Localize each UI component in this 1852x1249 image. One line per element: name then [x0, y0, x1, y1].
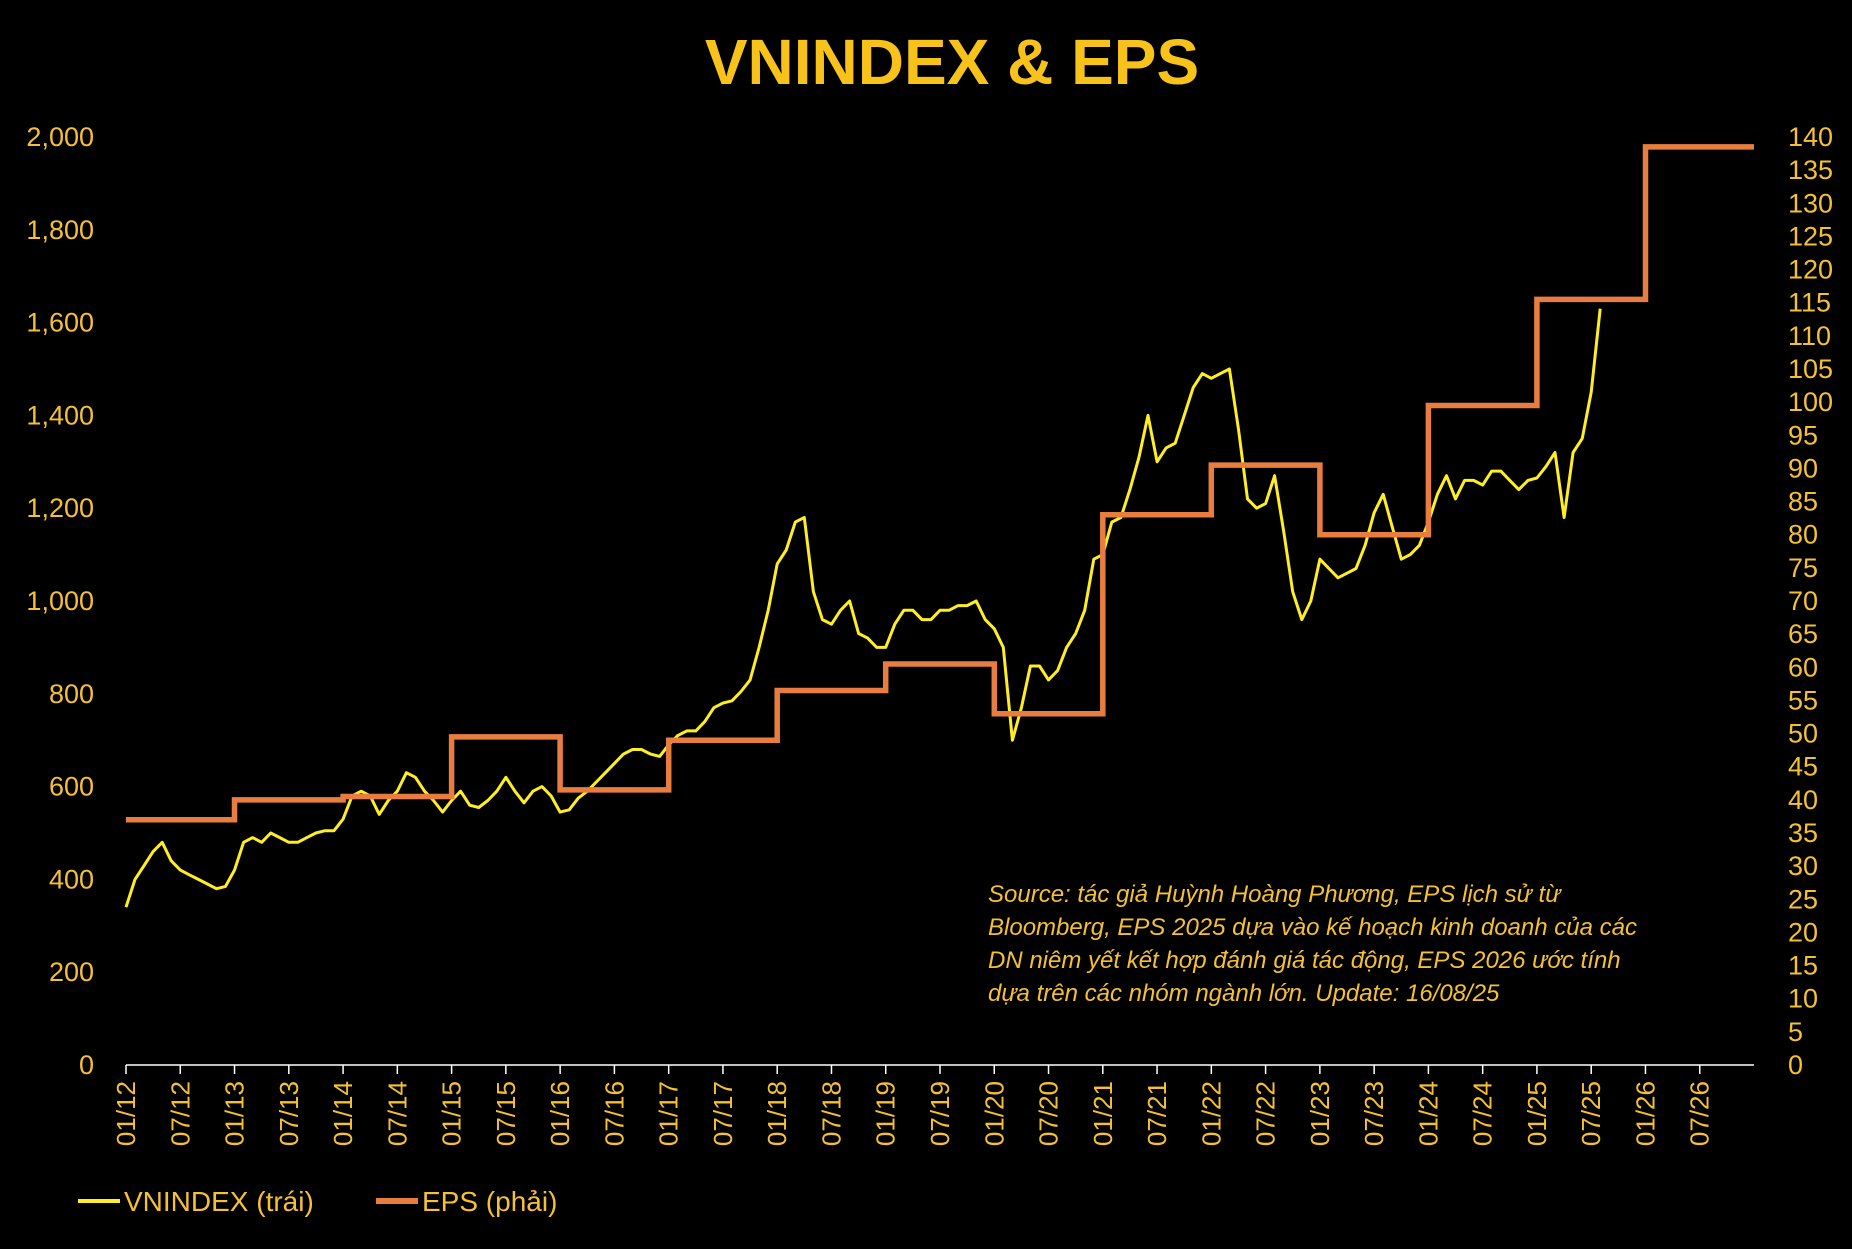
source-note: Source: tác giả Huỳnh Hoàng Phương, EPS …: [988, 881, 1637, 1007]
x-tick-label: 01/21: [1088, 1081, 1118, 1146]
y-left-tick-label: 800: [49, 679, 94, 709]
y-right-tick-label: 100: [1788, 387, 1833, 417]
y-left-tick-label: 600: [49, 772, 94, 802]
x-tick-label: 01/24: [1413, 1081, 1443, 1146]
y-left-tick-label: 1,800: [26, 215, 94, 245]
x-tick-label: 07/16: [599, 1081, 629, 1146]
y-left-tick-label: 1,400: [26, 400, 94, 430]
y-right-tick-label: 25: [1788, 884, 1818, 914]
y-right-tick-label: 130: [1788, 188, 1833, 218]
legend-label: VNINDEX (trái): [124, 1186, 314, 1217]
x-tick-label: 07/14: [382, 1081, 412, 1146]
eps-series-line: [126, 144, 1754, 823]
x-tick-label: 01/14: [328, 1081, 358, 1146]
y-right-tick-label: 20: [1788, 917, 1818, 947]
y-right-tick-label: 125: [1788, 221, 1833, 251]
y-right-tick-label: 120: [1788, 255, 1833, 285]
x-tick-label: 07/17: [708, 1081, 738, 1146]
y-right-tick-label: 70: [1788, 586, 1818, 616]
y-right-tick-label: 60: [1788, 652, 1818, 682]
y-right-tick-label: 95: [1788, 420, 1818, 450]
x-tick-label: 01/25: [1522, 1081, 1552, 1146]
x-tick-label: 01/12: [111, 1081, 141, 1146]
y-left-tick-label: 1,600: [26, 308, 94, 338]
y-right-tick-label: 135: [1788, 155, 1833, 185]
x-tick-label: 07/24: [1468, 1081, 1498, 1146]
y-left-tick-label: 200: [49, 957, 94, 987]
y-right-tick-label: 90: [1788, 453, 1818, 483]
y-right-tick-label: 15: [1788, 951, 1818, 981]
x-tick-label: 01/23: [1305, 1081, 1335, 1146]
y-left-tick-label: 400: [49, 864, 94, 894]
y-left-tick-label: 1,000: [26, 586, 94, 616]
x-tick-label: 07/20: [1034, 1081, 1064, 1146]
x-tick-label: 01/16: [545, 1081, 575, 1146]
x-tick-label: 07/26: [1685, 1081, 1715, 1146]
x-tick-label: 07/15: [491, 1081, 521, 1146]
x-tick-label: 01/13: [220, 1081, 250, 1146]
plot-area: 01/12 07/12 01/13 07/13 01/14 07/14 01/15 07/15…: [26, 122, 1833, 1146]
y-right-tick-label: 45: [1788, 752, 1818, 782]
x-tick-label: 01/19: [871, 1081, 901, 1146]
x-tick-label: 01/17: [654, 1081, 684, 1146]
y-right-tick-label: 105: [1788, 354, 1833, 384]
y-right-tick-label: 30: [1788, 851, 1818, 881]
source-note-line: Bloomberg, EPS 2025 dựa vào kế hoạch kin…: [988, 914, 1637, 941]
x-tick-label: 07/21: [1142, 1081, 1172, 1146]
y-left-tick-label: 1,200: [26, 493, 94, 523]
legend: VNINDEX (trái) EPS (phải): [78, 1186, 557, 1217]
x-tick-label: 07/12: [165, 1081, 195, 1146]
chart-title: VNINDEX & EPS: [705, 26, 1199, 98]
y-right-tick-label: 85: [1788, 487, 1818, 517]
x-tick-label: 01/22: [1196, 1081, 1226, 1146]
y-right-tick-label: 80: [1788, 520, 1818, 550]
x-tick-label: 07/25: [1576, 1081, 1606, 1146]
y-right-tick-label: 50: [1788, 719, 1818, 749]
x-tick-label: 01/26: [1630, 1081, 1660, 1146]
y-right-tick-label: 40: [1788, 785, 1818, 815]
x-tick-label: 07/23: [1359, 1081, 1389, 1146]
y-right-tick-label: 75: [1788, 553, 1818, 583]
y-left-tick-label: 2,000: [26, 122, 94, 152]
y-right-tick-label: 140: [1788, 122, 1833, 152]
x-tick-label: 07/13: [274, 1081, 304, 1146]
y-right-tick-label: 55: [1788, 685, 1818, 715]
x-tick-label: 07/19: [925, 1081, 955, 1146]
y-right-tick-label: 65: [1788, 619, 1818, 649]
source-note-line: DN niêm yết kết hợp đánh giá tác động, E…: [988, 947, 1621, 974]
y-right-tick-label: 35: [1788, 818, 1818, 848]
y-right-tick-label: 0: [1788, 1050, 1803, 1080]
x-tick-label: 01/15: [437, 1081, 467, 1146]
source-note-line: Source: tác giả Huỳnh Hoàng Phương, EPS …: [988, 881, 1562, 908]
y-right-tick-label: 110: [1788, 321, 1831, 351]
x-tick-label: 01/20: [979, 1081, 1009, 1146]
y-right-tick-label: 10: [1788, 984, 1818, 1014]
legend-label: EPS (phải): [422, 1186, 557, 1217]
x-tick-label: 07/18: [816, 1081, 846, 1146]
y-right-tick-label: 5: [1788, 1017, 1803, 1047]
x-tick-label: 01/18: [762, 1081, 792, 1146]
x-tick-label: 07/22: [1251, 1081, 1281, 1146]
source-note-line: dựa trên các nhóm ngành lớn. Update: 16/…: [988, 980, 1500, 1007]
y-right-tick-label: 115: [1788, 288, 1831, 318]
y-left-tick-label: 0: [79, 1050, 94, 1080]
